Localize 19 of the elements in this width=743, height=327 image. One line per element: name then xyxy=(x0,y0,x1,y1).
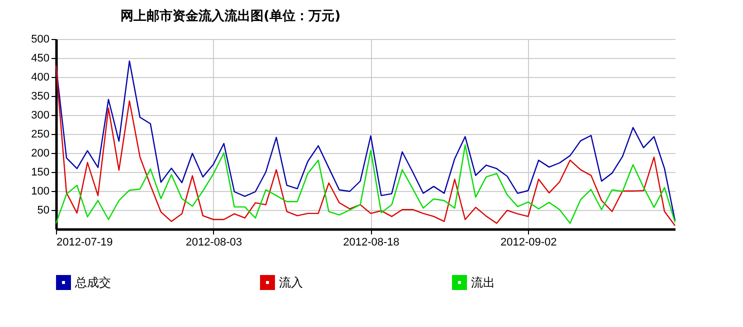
x-tick-label: 2012-07-19 xyxy=(56,236,113,248)
x-tick-label: 2012-09-02 xyxy=(500,236,557,248)
y-tick-label: 100 xyxy=(31,186,50,198)
legend-label: 总成交 xyxy=(74,276,111,290)
chart-title: 网上邮市资金流入流出图(单位：万元) xyxy=(120,8,341,24)
y-tick-label: 350 xyxy=(31,90,50,102)
y-tick-label: 250 xyxy=(31,128,50,140)
y-tick-label: 150 xyxy=(31,166,50,178)
x-tick-label: 2012-08-18 xyxy=(343,236,400,248)
y-tick-label: 50 xyxy=(37,204,50,216)
y-tick-label: 300 xyxy=(31,110,50,122)
legend-label: 流入 xyxy=(279,276,303,290)
y-tick-label: 400 xyxy=(31,72,50,84)
legend-label: 流出 xyxy=(471,276,495,290)
y-tick-label: 450 xyxy=(31,52,50,64)
x-tick-label: 2012-08-03 xyxy=(186,236,242,248)
line-series xyxy=(55,144,676,224)
y-tick-label: 500 xyxy=(31,34,50,46)
y-tick-label: 200 xyxy=(31,148,50,160)
